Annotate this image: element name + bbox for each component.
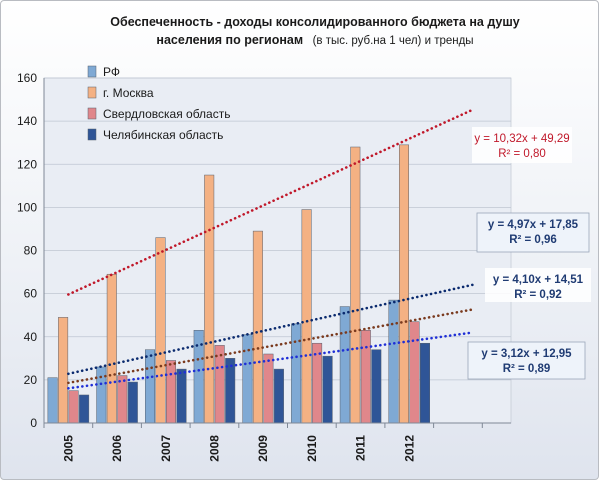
bar xyxy=(291,323,302,424)
bar xyxy=(166,360,176,424)
chart-subtitle-main: населения по регионам xyxy=(156,33,303,47)
trend-r2: R² = 0,80 xyxy=(498,148,546,160)
bar xyxy=(106,273,117,424)
legend-swatch xyxy=(87,65,97,78)
bar xyxy=(312,342,323,424)
y-tick-label: 140 xyxy=(17,114,37,128)
y-tick-label: 40 xyxy=(24,330,38,344)
x-tick-label: 2009 xyxy=(256,435,270,462)
bar xyxy=(176,368,187,424)
bar xyxy=(263,353,274,424)
trend-equation-box xyxy=(467,341,586,380)
bar xyxy=(388,299,399,424)
bar xyxy=(204,174,215,424)
bar xyxy=(79,394,90,424)
y-tick-label: 160 xyxy=(17,71,37,85)
chart-subtitle: населения по регионам (в тыс. руб.на 1 ч… xyxy=(156,33,473,47)
bar xyxy=(322,355,333,424)
bar xyxy=(273,368,284,424)
legend-swatch xyxy=(87,107,97,120)
trend-equation-box xyxy=(485,268,591,302)
trend-equation: y = 4,97x + 17,85 xyxy=(488,219,579,231)
bar xyxy=(360,330,371,424)
legend-swatch xyxy=(87,128,97,141)
x-tick-label: 2010 xyxy=(305,435,319,462)
bar xyxy=(371,349,382,424)
trend-equations: y = 10,32x + 49,29 R² = 0,80 y = 4,97x + 1… xyxy=(467,127,591,380)
bar xyxy=(127,381,138,424)
bar xyxy=(155,237,166,424)
y-tick-label: 0 xyxy=(30,416,37,430)
y-tick-label: 120 xyxy=(17,157,37,171)
trend-line xyxy=(67,108,474,296)
bar xyxy=(409,321,420,424)
bar xyxy=(47,377,58,424)
trend-equation-box xyxy=(476,212,590,253)
chart-subtitle-note: (в тыс. руб.на 1 чел) и тренды xyxy=(313,35,474,47)
y-tick-label: 20 xyxy=(24,373,38,387)
bar xyxy=(252,230,263,424)
bar xyxy=(301,209,312,424)
legend-label: г. Москва xyxy=(103,86,154,100)
legend-label: РФ xyxy=(103,65,120,79)
legend: РФ г. Москва Свердловская область Челябинск… xyxy=(87,65,230,142)
axes: 0 20 40 60 80 100 120 140 160 2005 2006 2007 2008 200… xyxy=(17,71,511,462)
trend-lines xyxy=(67,108,474,390)
y-tick-label: 100 xyxy=(17,200,37,214)
trend-r2: R² = 0,96 xyxy=(509,234,557,246)
legend-label: Челябинская область xyxy=(103,128,223,142)
x-tick-label: 2011 xyxy=(354,435,368,461)
trend-equation: y = 4,10x + 14,51 xyxy=(493,274,584,286)
bar xyxy=(225,358,236,424)
bar xyxy=(242,334,253,424)
bar xyxy=(339,306,350,424)
trend-line xyxy=(67,283,474,376)
x-tick-label: 2006 xyxy=(110,435,124,462)
bar xyxy=(399,144,409,424)
bar xyxy=(350,146,361,424)
x-tick-label: 2012 xyxy=(402,435,416,462)
x-tick-label: 2005 xyxy=(61,435,75,462)
x-tick-label: 2007 xyxy=(159,435,173,462)
trend-r2: R² = 0,89 xyxy=(503,363,551,375)
trend-equation-box xyxy=(472,127,572,163)
bars xyxy=(47,144,430,424)
y-tick-label: 80 xyxy=(24,244,38,258)
trend-equation: y = 10,32x + 49,29 xyxy=(474,133,569,145)
y-tick-label: 60 xyxy=(24,287,38,301)
bar xyxy=(58,317,69,424)
bar xyxy=(420,342,430,424)
bar xyxy=(68,390,79,424)
legend-label: Свердловская область xyxy=(103,107,230,121)
trend-r2: R² = 0,92 xyxy=(514,289,562,301)
x-tick-label: 2008 xyxy=(207,435,221,462)
bar xyxy=(145,349,155,424)
chart-title: Обеспеченность - доходы консолидированно… xyxy=(110,15,520,29)
bar xyxy=(117,375,128,424)
legend-swatch xyxy=(87,86,97,99)
trend-equation: y = 3,12x + 12,95 xyxy=(481,348,572,360)
trend-line xyxy=(67,308,474,385)
